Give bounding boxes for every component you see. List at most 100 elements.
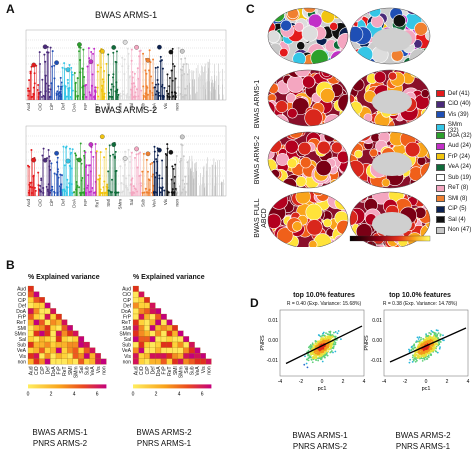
brain-parcel	[409, 48, 428, 64]
scatter-point	[318, 340, 321, 343]
scatter-point	[315, 356, 317, 359]
manhattan-point	[153, 86, 156, 89]
scatter-point	[420, 338, 422, 341]
brain-parcel	[334, 179, 348, 188]
scatter-point	[429, 338, 432, 341]
manhattan-point	[98, 174, 101, 177]
manhattan-point	[179, 159, 182, 162]
matrix-cell	[155, 313, 162, 320]
scatter-point	[317, 357, 319, 360]
manhattan-point	[123, 160, 126, 163]
colorbar	[349, 235, 431, 242]
cbar-tick: 2	[155, 391, 158, 397]
peak-point	[168, 149, 174, 155]
brain-parcel	[425, 30, 430, 41]
scatter-point	[321, 360, 324, 363]
matrix-cell	[149, 358, 156, 365]
manhattan-point	[53, 172, 56, 175]
manhattan-plot-2: Aud CiO CiP Def DoA FrP ReT SMl SMm Sal Sub VeA Vis n…	[25, 125, 227, 210]
manhattan-point	[62, 145, 65, 148]
manhattan-point	[158, 174, 161, 177]
matrix-cell	[89, 353, 96, 359]
manhattan-point	[71, 148, 74, 151]
brain-parcel	[409, 8, 422, 13]
matrix-cell	[55, 336, 62, 343]
manhattan-point	[59, 88, 62, 91]
scatter-point	[337, 330, 340, 332]
scatter-point	[414, 346, 417, 349]
brain-parcel	[350, 192, 361, 205]
manhattan-point	[121, 191, 124, 194]
manhattan-point	[144, 69, 147, 72]
manhattan-point	[53, 64, 56, 67]
manhattan-point	[114, 90, 117, 93]
caption-line: BWAS ARMS-2	[395, 431, 451, 440]
manhattan-point	[175, 155, 178, 158]
scatter-point	[317, 334, 320, 336]
matrix-cell	[200, 353, 206, 359]
matrix-cell	[132, 325, 139, 331]
manhattan-point	[141, 191, 144, 194]
explained-variance-matrix-2: AudAudCiOCiOCiPCiPDefDefDoADoAFrPFrPReTR…	[119, 285, 212, 397]
brain-parcel	[271, 114, 289, 126]
brain-parcel	[272, 70, 285, 77]
scatter-point	[317, 350, 320, 353]
matrix-cell	[44, 347, 51, 354]
scatter-point	[321, 349, 324, 352]
scatter-point	[425, 334, 428, 337]
brain-parcel	[370, 15, 384, 28]
scatter-point	[308, 345, 311, 348]
peak-point	[42, 44, 48, 50]
manhattan-point	[132, 191, 135, 194]
matrix-row-label: DoA	[16, 309, 26, 315]
manhattan-point	[149, 61, 152, 64]
matrix-cell	[138, 325, 145, 331]
matrix-row-label: Vis	[124, 354, 131, 360]
manhattan-point	[171, 95, 174, 98]
matrix-cell	[39, 330, 45, 337]
matrix-cell	[44, 330, 51, 337]
scatter-point	[436, 351, 439, 354]
scatter-point	[422, 349, 425, 352]
matrix-col-label: Sub	[190, 366, 196, 375]
matrix-cell	[39, 325, 45, 331]
peak-point	[31, 62, 37, 68]
matrix-cell	[194, 353, 201, 359]
brain-parcel	[268, 30, 280, 44]
matrix-cell	[149, 347, 156, 354]
manhattan-point	[173, 182, 176, 185]
matrix-row-label: Aud	[122, 287, 131, 293]
scatter-point	[329, 351, 332, 354]
matrix-cell	[44, 313, 51, 320]
matrix-cell	[138, 302, 145, 309]
matrix-cell	[27, 308, 34, 315]
matrix-cell	[144, 358, 150, 365]
scatter-point	[319, 335, 322, 338]
matrix-cell	[194, 347, 201, 354]
legend-label: Def (41)	[448, 90, 470, 97]
brain-parcel	[374, 71, 387, 84]
manhattan-point	[180, 58, 183, 61]
scatter-point	[429, 353, 432, 356]
manhattan-point	[147, 178, 150, 181]
scatter-point	[428, 341, 430, 344]
manhattan-point	[128, 76, 131, 79]
regression-line	[389, 327, 467, 363]
scatter-point	[433, 335, 435, 337]
manhattan-point	[85, 164, 88, 167]
manhattan-point	[174, 95, 177, 98]
matrix-cell	[72, 347, 79, 354]
matrix-cell	[78, 347, 85, 354]
manhattan-point	[168, 76, 171, 79]
matrix-row-label: SMl	[122, 326, 131, 332]
brain-parcel	[350, 135, 358, 146]
manhattan-point	[45, 185, 48, 188]
manhattan-point	[58, 185, 61, 188]
scatter-point	[334, 331, 337, 333]
brain-parcel	[418, 52, 430, 64]
manhattan-point	[145, 191, 148, 194]
manhattan-point	[68, 147, 71, 150]
matrix-cell	[155, 308, 162, 315]
manhattan-point	[79, 191, 82, 194]
matrix-cell	[138, 353, 145, 359]
